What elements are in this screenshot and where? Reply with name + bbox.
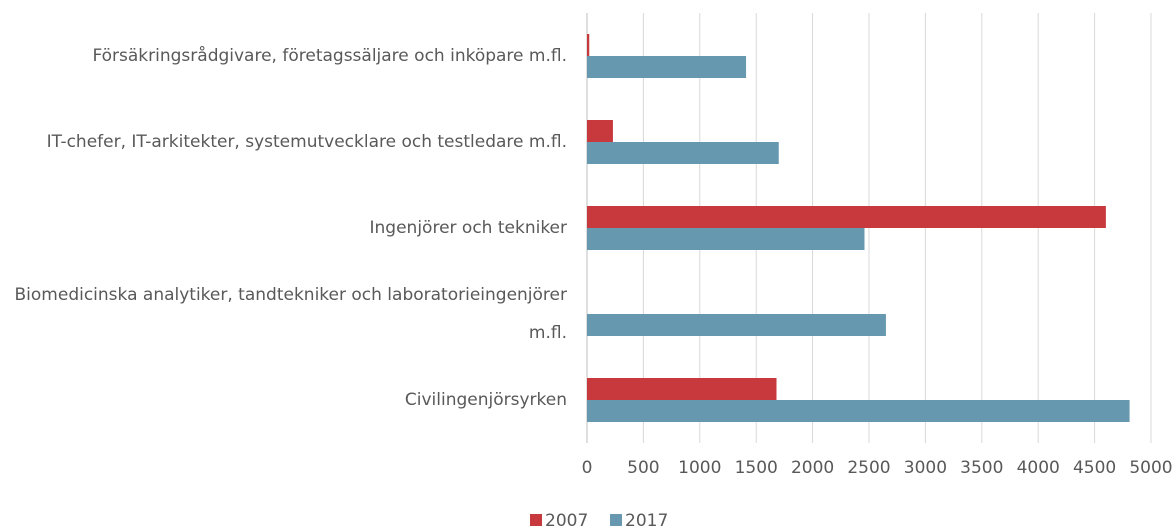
x-tick-label: 500 bbox=[627, 458, 659, 478]
x-tick-label: 3000 bbox=[904, 458, 947, 478]
bar bbox=[587, 228, 865, 250]
y-tick-label: Civilingenjörsyrken bbox=[404, 390, 567, 410]
x-tick-label: 4500 bbox=[1073, 458, 1116, 478]
bar bbox=[587, 142, 779, 164]
x-tick-label: 4000 bbox=[1017, 458, 1060, 478]
bar bbox=[587, 206, 1106, 228]
x-tick-label: 5000 bbox=[1129, 458, 1172, 478]
legend-label: 2007 bbox=[545, 511, 588, 531]
legend-label: 2017 bbox=[625, 511, 668, 531]
x-tick-label: 2000 bbox=[791, 458, 834, 478]
bar bbox=[587, 314, 886, 336]
y-tick-label: IT-chefer, IT-arkitekter, systemutveckla… bbox=[46, 132, 567, 152]
y-tick-label: Ingenjörer och tekniker bbox=[369, 218, 567, 238]
x-tick-label: 0 bbox=[582, 458, 593, 478]
y-tick-label: Biomedicinska analytiker, tandtekniker o… bbox=[14, 285, 567, 343]
bar bbox=[587, 400, 1130, 422]
bar bbox=[587, 56, 747, 78]
bar bbox=[587, 378, 777, 400]
x-tick-label: 2500 bbox=[847, 458, 890, 478]
legend-swatch bbox=[610, 514, 622, 526]
y-tick-label: Försäkringsrådgivare, företagssäljare oc… bbox=[92, 46, 567, 66]
bar bbox=[587, 120, 613, 142]
x-tick-label: 1000 bbox=[678, 458, 721, 478]
bar bbox=[587, 34, 590, 56]
legend-swatch bbox=[530, 514, 542, 526]
x-tick-label: 3500 bbox=[960, 458, 1003, 478]
x-tick-label: 1500 bbox=[735, 458, 778, 478]
